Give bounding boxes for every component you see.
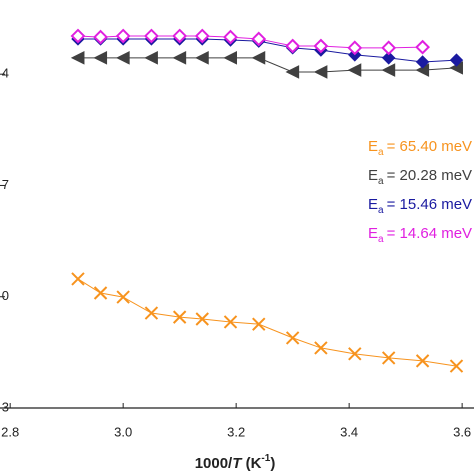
marker [172,28,188,44]
marker [223,29,238,45]
marker [93,51,108,65]
x-tick-label: 3.0 [114,424,132,439]
marker [415,39,431,55]
marker [415,354,430,368]
x-label-exponent: -1 [261,453,270,464]
y-tick-label: 3 [2,399,9,414]
marker [285,65,300,79]
marker [70,51,85,65]
x-tick-label: 3.6 [453,424,471,439]
marker [115,28,131,44]
legend-symbol: E [368,225,378,242]
marker [144,306,159,320]
x-label-unit: (K [241,455,261,472]
marker [223,51,238,65]
marker [285,38,301,54]
legend-symbol: E [368,196,378,213]
x-tick-label: 3.2 [227,424,245,439]
marker [71,272,85,286]
legend-label: = 14.64 meV [387,225,472,242]
legend-entry: Ea = 14.64 meV [368,225,472,245]
marker [251,31,267,47]
x-tick-label: 2.8 [1,424,19,439]
legend-label: = 65.40 meV [387,138,472,155]
legend-symbol: E [368,138,378,155]
marker [172,310,187,324]
legend-subscript: a [378,234,384,245]
y-tick-label: 7 [2,177,9,192]
marker [194,28,210,44]
series-line [77,35,423,49]
marker [285,331,300,345]
marker [449,53,464,67]
marker [93,29,108,45]
legend-subscript: a [378,147,384,158]
x-label-italic: T [232,455,243,472]
marker [195,312,209,326]
legend-label: = 20.28 meV [387,167,472,184]
marker [449,359,464,373]
x-axis-label: 1000/T (K-1) [195,453,276,472]
marker [313,38,329,54]
legend-symbol: E [368,167,378,184]
marker [347,63,362,77]
marker [381,351,396,365]
x-label-prefix: 1000/ [195,455,233,472]
series-line [77,57,457,73]
marker [313,65,328,79]
marker [144,51,158,65]
x-label-suffix: ) [270,455,275,472]
marker [116,51,130,65]
y-tick-label: 0 [2,288,9,303]
legend-subscript: a [378,176,384,187]
marker [143,28,159,44]
marker [348,347,362,361]
legend-label: = 15.46 meV [387,196,472,213]
marker [347,40,363,56]
legend-subscript: a [378,205,384,216]
series-line [77,38,457,63]
legend-entry: Ea = 20.28 meV [368,167,472,187]
x-tick-label: 3.4 [340,424,358,439]
marker [116,290,130,304]
marker [415,55,430,69]
marker [172,51,187,65]
marker [381,63,396,77]
marker [314,341,328,355]
y-tick-label: 4 [2,66,9,81]
marker [381,40,397,56]
marker [381,51,396,65]
marker [252,317,266,331]
marker [251,51,266,65]
marker [223,315,238,329]
legend-entry: Ea = 65.40 meV [368,138,472,158]
series-line [77,278,457,367]
marker [195,51,209,65]
legend-entry: Ea = 15.46 meV [368,196,472,216]
marker [93,286,108,300]
marker [70,28,86,44]
